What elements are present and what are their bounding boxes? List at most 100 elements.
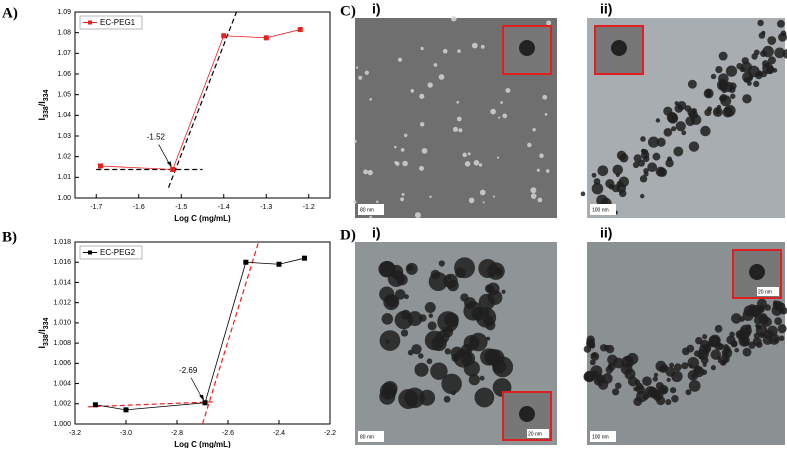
series-line bbox=[100, 29, 301, 170]
particle bbox=[715, 65, 723, 74]
particle bbox=[593, 178, 601, 185]
particle bbox=[628, 356, 634, 361]
particle bbox=[428, 313, 434, 318]
particle bbox=[379, 330, 401, 351]
inset-particle bbox=[611, 40, 627, 56]
particle bbox=[536, 168, 540, 172]
particle bbox=[669, 387, 677, 394]
particle bbox=[728, 85, 736, 94]
y-axis-label: I338/I334 bbox=[37, 89, 49, 120]
panel-label: C) bbox=[340, 3, 356, 19]
scale-bar-bg bbox=[590, 431, 616, 442]
particle bbox=[498, 116, 501, 119]
particle bbox=[502, 113, 508, 119]
particle bbox=[426, 358, 433, 365]
particle bbox=[767, 36, 777, 45]
scale-bar-bg bbox=[358, 204, 384, 215]
point bbox=[92, 402, 98, 408]
particle bbox=[772, 68, 778, 73]
x-tick-label: -3.0 bbox=[120, 430, 132, 437]
particle bbox=[474, 387, 495, 408]
particle bbox=[546, 20, 552, 26]
series-line bbox=[95, 257, 305, 411]
particle bbox=[647, 136, 660, 148]
y-tick-label: 1.018 bbox=[53, 239, 71, 246]
particle bbox=[414, 362, 429, 377]
particle bbox=[420, 46, 424, 51]
particle bbox=[687, 79, 697, 89]
particle bbox=[647, 162, 657, 173]
particle bbox=[530, 193, 537, 199]
particle bbox=[438, 74, 445, 80]
y-axis-label-part: I bbox=[37, 346, 47, 349]
panel-label: A) bbox=[2, 5, 18, 21]
particle bbox=[743, 305, 755, 317]
y-tick-label: 1.014 bbox=[53, 279, 71, 286]
particle bbox=[755, 341, 763, 349]
particle bbox=[653, 372, 659, 378]
particle bbox=[407, 311, 423, 327]
particle bbox=[666, 377, 671, 383]
y-axis-label-part: /I bbox=[37, 101, 47, 106]
particle bbox=[397, 57, 403, 62]
particle bbox=[633, 154, 642, 163]
point bbox=[243, 259, 249, 265]
point bbox=[276, 261, 282, 267]
y-tick-label: 1.01 bbox=[57, 174, 71, 181]
particle bbox=[427, 82, 433, 88]
y-tick-label: 1.09 bbox=[57, 9, 71, 16]
micrograph bbox=[353, 15, 557, 219]
particle bbox=[462, 152, 467, 158]
x-tick-label: -1.3 bbox=[260, 204, 272, 211]
particle bbox=[691, 373, 696, 379]
particle bbox=[720, 354, 730, 364]
fit-line bbox=[87, 401, 216, 408]
particle bbox=[451, 390, 456, 396]
particle bbox=[778, 32, 787, 42]
particle bbox=[698, 353, 704, 360]
y-axis-label: I338/I334 bbox=[37, 317, 49, 348]
particle bbox=[580, 191, 586, 197]
x-tick-label: -2.6 bbox=[222, 430, 234, 437]
particle bbox=[616, 180, 624, 188]
particle bbox=[455, 267, 466, 278]
image-label: i) bbox=[372, 225, 381, 241]
y-tick-label: 1.006 bbox=[53, 360, 71, 367]
particle bbox=[776, 302, 786, 312]
particle bbox=[400, 329, 409, 337]
particle bbox=[457, 49, 461, 53]
particle bbox=[405, 262, 418, 275]
particle bbox=[480, 348, 498, 366]
particle bbox=[443, 273, 458, 289]
particle bbox=[714, 108, 721, 115]
particle bbox=[777, 324, 787, 334]
particle bbox=[500, 101, 503, 104]
particle bbox=[468, 374, 480, 386]
legend-label: EC-PEG2 bbox=[100, 248, 136, 257]
image-label: i) bbox=[372, 1, 381, 17]
particle bbox=[681, 347, 690, 356]
particle bbox=[663, 106, 673, 116]
particle bbox=[450, 346, 464, 360]
particle bbox=[669, 362, 675, 368]
particle bbox=[685, 389, 692, 396]
particle bbox=[702, 334, 708, 340]
particle bbox=[452, 126, 459, 133]
inset-scale-bar: 20 nm bbox=[758, 289, 772, 295]
particle bbox=[673, 363, 682, 372]
particle bbox=[363, 169, 368, 175]
particle bbox=[612, 164, 623, 176]
particle bbox=[753, 80, 760, 88]
particle bbox=[381, 313, 394, 325]
particle bbox=[501, 289, 506, 294]
x-tick-label: -1.5 bbox=[175, 204, 187, 211]
x-tick-label: -2.4 bbox=[273, 430, 285, 437]
y-axis-label-part: 334 bbox=[43, 89, 50, 101]
particle bbox=[655, 118, 661, 123]
particle bbox=[671, 394, 679, 403]
y-tick-label: 1.07 bbox=[57, 50, 71, 57]
particle bbox=[743, 77, 749, 83]
particle bbox=[480, 44, 485, 49]
particle bbox=[693, 365, 703, 375]
